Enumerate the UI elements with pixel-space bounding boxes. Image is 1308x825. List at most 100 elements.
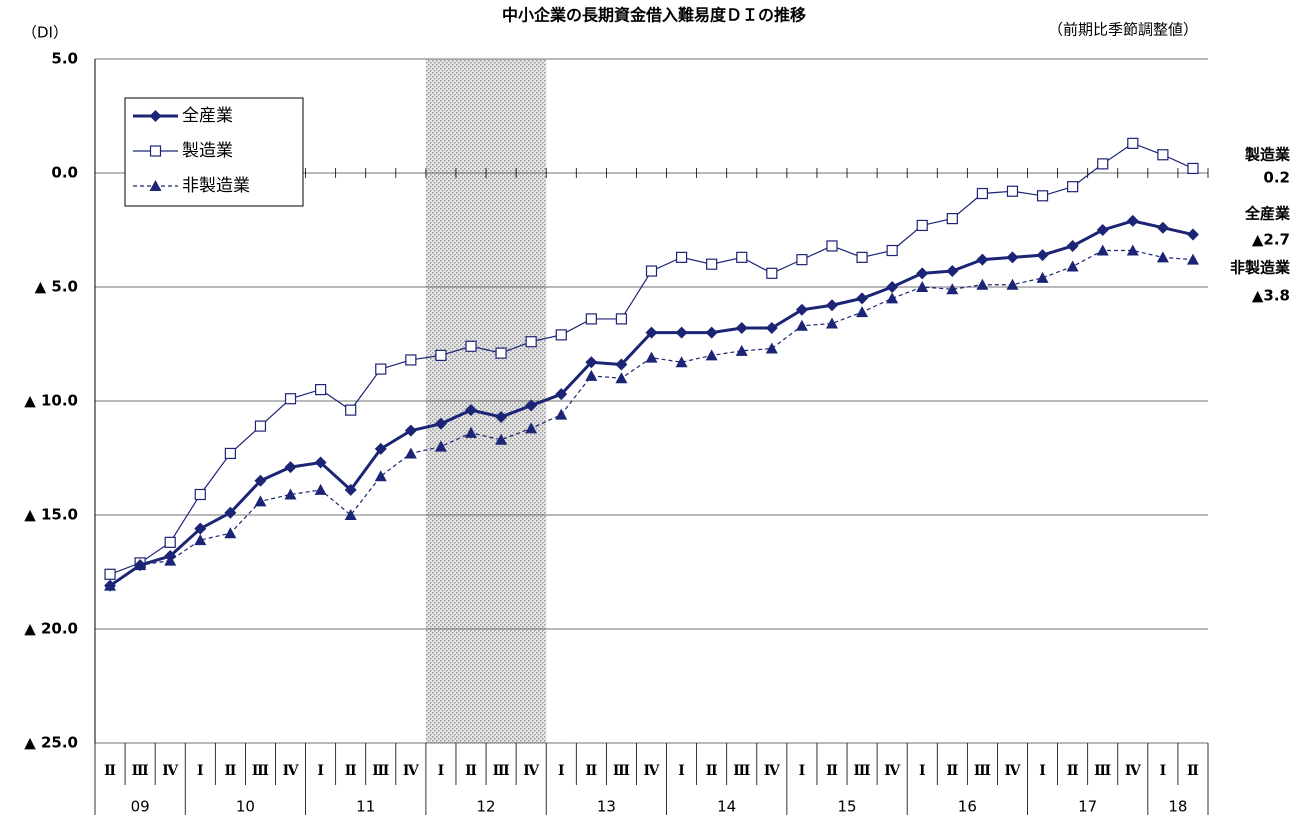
x-tick-label: Ⅱ bbox=[585, 763, 597, 779]
marker bbox=[976, 187, 988, 200]
marker bbox=[735, 322, 748, 335]
end-series-name: 非製造業 bbox=[1230, 259, 1291, 277]
marker bbox=[1036, 190, 1049, 202]
marker bbox=[1187, 162, 1199, 175]
marker bbox=[645, 326, 658, 339]
marker bbox=[525, 399, 538, 412]
x-tick-label: Ⅰ bbox=[678, 763, 685, 779]
marker bbox=[886, 281, 899, 293]
marker bbox=[1006, 251, 1019, 264]
marker bbox=[224, 506, 237, 519]
marker bbox=[795, 303, 808, 316]
marker bbox=[976, 253, 989, 266]
marker bbox=[705, 349, 718, 361]
marker bbox=[615, 313, 628, 325]
x-group-label: 10 bbox=[236, 798, 255, 816]
marker bbox=[825, 317, 838, 329]
end-value-label: 0.2 bbox=[1263, 169, 1290, 187]
marker bbox=[434, 440, 447, 452]
marker bbox=[465, 340, 477, 352]
x-group-label: 17 bbox=[1078, 798, 1097, 816]
marker bbox=[1126, 244, 1139, 256]
marker bbox=[856, 292, 869, 305]
end-value-label: ▲2.7 bbox=[1252, 231, 1290, 249]
marker bbox=[465, 426, 478, 438]
y-tick-label: ▲ 20.0 bbox=[24, 620, 78, 638]
marker bbox=[1066, 239, 1079, 252]
marker bbox=[194, 488, 206, 501]
marker bbox=[946, 283, 959, 295]
legend-label: 非製造業 bbox=[182, 176, 250, 196]
marker bbox=[315, 384, 327, 396]
x-tick-label: Ⅰ bbox=[197, 763, 204, 779]
marker bbox=[946, 265, 959, 278]
marker bbox=[825, 299, 838, 312]
x-tick-label: Ⅲ bbox=[1094, 763, 1111, 779]
y-tick-label: ▲ 15.0 bbox=[24, 506, 78, 524]
marker bbox=[284, 488, 297, 500]
x-tick-label: Ⅰ bbox=[919, 763, 926, 779]
marker bbox=[1157, 149, 1169, 161]
marker bbox=[495, 433, 508, 445]
marker bbox=[254, 474, 267, 487]
series-line bbox=[109, 249, 1194, 587]
marker bbox=[1036, 249, 1049, 262]
marker bbox=[826, 240, 838, 252]
marker bbox=[375, 363, 387, 375]
x-group-label: 11 bbox=[356, 798, 375, 816]
marker bbox=[856, 306, 869, 318]
x-tick-label: Ⅳ bbox=[162, 763, 179, 779]
x-tick-label: Ⅲ bbox=[372, 763, 389, 779]
marker bbox=[1156, 221, 1169, 234]
marker bbox=[796, 254, 808, 266]
marker bbox=[1186, 228, 1199, 241]
marker bbox=[345, 404, 357, 416]
x-tick-label: Ⅰ bbox=[1039, 763, 1046, 779]
marker bbox=[856, 251, 868, 263]
marker bbox=[435, 349, 447, 361]
marker bbox=[525, 422, 538, 434]
x-tick-label: Ⅲ bbox=[493, 763, 510, 779]
marker bbox=[404, 447, 417, 459]
x-tick-label: Ⅳ bbox=[1005, 763, 1022, 779]
marker bbox=[585, 313, 597, 325]
x-tick-label: Ⅰ bbox=[558, 763, 565, 779]
chart-title: 中小企業の長期資金借入難易度ＤＩの推移 bbox=[502, 6, 806, 25]
x-group-label: 16 bbox=[958, 798, 977, 816]
x-group-label: 09 bbox=[131, 798, 150, 816]
x-tick-label: Ⅰ bbox=[799, 763, 806, 779]
marker bbox=[284, 461, 297, 474]
marker bbox=[344, 509, 357, 520]
marker bbox=[555, 388, 568, 401]
x-tick-label: Ⅳ bbox=[523, 763, 540, 779]
end-value-label: ▲3.8 bbox=[1252, 287, 1290, 305]
marker bbox=[284, 393, 297, 405]
y-tick-label: ▲ 5.0 bbox=[35, 278, 78, 296]
y-tick-label: ▲ 25.0 bbox=[24, 734, 78, 752]
marker bbox=[1067, 181, 1079, 193]
marker bbox=[1126, 214, 1139, 227]
marker bbox=[1036, 271, 1049, 283]
marker bbox=[705, 326, 718, 339]
y-tick-label: 0.0 bbox=[51, 164, 78, 182]
marker bbox=[149, 110, 162, 122]
marker bbox=[585, 369, 598, 381]
x-tick-label: Ⅲ bbox=[252, 763, 269, 779]
marker bbox=[585, 356, 598, 369]
x-group-label: 18 bbox=[1168, 798, 1187, 816]
marker bbox=[194, 522, 207, 535]
marker bbox=[314, 456, 327, 469]
x-tick-label: Ⅳ bbox=[283, 763, 300, 779]
marker bbox=[736, 251, 748, 263]
x-tick-label: Ⅰ bbox=[317, 763, 324, 779]
y-tick-label: 5.0 bbox=[51, 50, 78, 68]
x-tick-label: Ⅱ bbox=[706, 763, 718, 779]
marker bbox=[675, 356, 688, 368]
x-tick-label: Ⅳ bbox=[764, 763, 781, 779]
marker bbox=[645, 265, 658, 277]
marker bbox=[645, 351, 658, 363]
x-tick-label: Ⅰ bbox=[1160, 763, 1167, 779]
marker bbox=[164, 550, 177, 563]
marker bbox=[254, 495, 267, 507]
